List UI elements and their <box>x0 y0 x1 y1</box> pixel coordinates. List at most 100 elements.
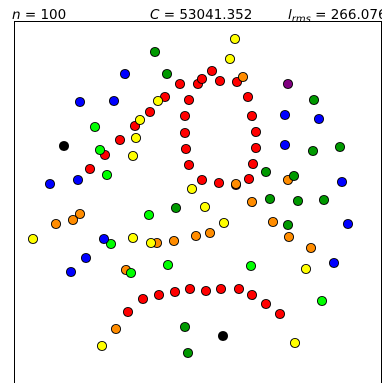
data-point-darkgreen <box>334 141 346 153</box>
data-point-green <box>101 169 113 181</box>
data-point-red <box>247 158 259 170</box>
rms-length-label: lrms = 266.076 <box>288 7 382 25</box>
data-point-red <box>260 298 272 310</box>
data-point-yellow <box>96 340 108 352</box>
data-point-green <box>316 295 328 307</box>
data-point-blue <box>108 95 120 107</box>
data-point-blue <box>279 139 291 151</box>
data-point-red <box>206 65 218 77</box>
data-point-yellow <box>127 150 139 162</box>
data-point-orange <box>110 323 122 335</box>
data-point-red <box>184 283 196 295</box>
data-point-blue <box>336 176 348 188</box>
data-point-red <box>246 110 258 122</box>
data-point-blue <box>72 174 84 186</box>
data-point-blue <box>98 233 110 245</box>
data-point-red <box>233 283 245 295</box>
data-point-orange <box>230 178 242 190</box>
data-point-red <box>250 126 262 138</box>
data-point-black <box>217 330 229 342</box>
data-point-red <box>213 177 225 189</box>
data-point-yellow <box>199 201 211 213</box>
data-point-red <box>179 110 191 122</box>
data-point-yellow <box>152 95 164 107</box>
data-point-red <box>196 174 208 186</box>
data-point-orange <box>190 230 202 242</box>
data-points <box>27 33 354 359</box>
data-point-orange <box>168 235 180 247</box>
data-point-yellow <box>229 33 241 45</box>
data-point-yellow <box>218 217 230 229</box>
data-point-red <box>114 134 126 146</box>
data-point-red <box>215 283 227 295</box>
data-point-yellow <box>289 337 301 349</box>
data-point-red <box>153 289 165 301</box>
data-point-orange <box>267 216 279 228</box>
data-point-darkgreen <box>292 195 304 207</box>
data-point-yellow <box>186 183 198 195</box>
data-point-red <box>174 78 186 90</box>
point-count-label: n = 100 <box>12 7 66 23</box>
data-point-green <box>125 267 137 279</box>
data-point-orange <box>305 242 317 254</box>
data-point-darkgreen <box>307 145 319 157</box>
data-point-yellow <box>127 232 139 244</box>
data-point-red <box>250 142 262 154</box>
data-point-darkgreen <box>179 321 191 333</box>
data-point-orange <box>67 214 79 226</box>
data-point-red <box>183 159 195 171</box>
data-point-darkgreen <box>170 202 182 214</box>
data-point-red <box>242 91 254 103</box>
data-point-blue <box>279 109 291 121</box>
data-point-darkgreen <box>318 194 330 206</box>
data-point-orange <box>237 71 249 83</box>
data-point-yellow <box>134 114 146 126</box>
data-point-red <box>200 285 212 297</box>
data-point-darkgreen <box>282 219 294 231</box>
data-point-green <box>245 260 257 272</box>
data-point-yellow <box>27 233 39 245</box>
data-point-green <box>162 259 174 271</box>
data-point-blue <box>74 96 86 108</box>
data-point-darkgreen <box>288 170 300 182</box>
data-point-blue <box>328 257 340 269</box>
data-point-purple <box>282 78 294 90</box>
data-point-red <box>214 75 226 87</box>
data-point-red <box>137 293 149 305</box>
cost-label: C = 53041.352 <box>150 7 252 23</box>
data-point-blue <box>44 178 56 190</box>
data-point-darkgreen <box>182 347 194 359</box>
data-point-green <box>143 209 155 221</box>
data-point-orange <box>74 208 86 220</box>
data-point-red <box>144 106 156 118</box>
data-point-orange <box>204 227 216 239</box>
data-point-orange <box>246 196 258 208</box>
data-point-orange <box>50 218 62 230</box>
data-point-red <box>122 306 134 318</box>
data-point-red <box>179 127 191 139</box>
data-point-darkgreen <box>161 68 173 80</box>
data-point-darkgreen <box>308 94 320 106</box>
data-point-blue <box>119 68 131 80</box>
data-point-yellow <box>300 263 312 275</box>
data-point-red <box>180 143 192 155</box>
data-point-green <box>94 144 106 156</box>
data-point-darkgreen <box>264 193 276 205</box>
data-point-black <box>58 140 70 152</box>
data-point-red <box>196 73 208 85</box>
data-point-blue <box>342 218 354 230</box>
data-point-red <box>84 163 96 175</box>
data-point-yellow <box>130 132 142 144</box>
data-point-blue <box>313 113 325 125</box>
data-point-red <box>169 286 181 298</box>
data-point-yellow <box>145 237 157 249</box>
data-point-red <box>243 173 255 185</box>
data-point-red <box>274 308 286 320</box>
data-point-darkgreen <box>260 166 272 178</box>
data-point-orange <box>283 231 295 243</box>
data-point-darkgreen <box>149 46 161 58</box>
data-point-red <box>246 289 258 301</box>
data-point-green <box>105 238 117 250</box>
data-point-blue <box>80 252 92 264</box>
